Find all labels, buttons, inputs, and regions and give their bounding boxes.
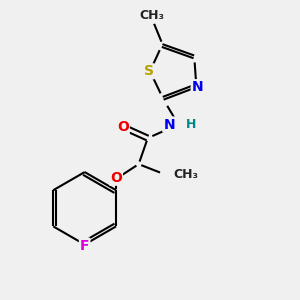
Text: O: O — [110, 171, 122, 185]
Text: N: N — [192, 80, 203, 94]
Text: CH₃: CH₃ — [140, 9, 165, 22]
Text: H: H — [186, 118, 197, 131]
Text: S: S — [144, 64, 154, 78]
Text: CH₃: CH₃ — [174, 168, 199, 181]
Text: O: O — [117, 120, 129, 134]
Text: N: N — [163, 118, 175, 131]
Text: F: F — [80, 239, 89, 253]
